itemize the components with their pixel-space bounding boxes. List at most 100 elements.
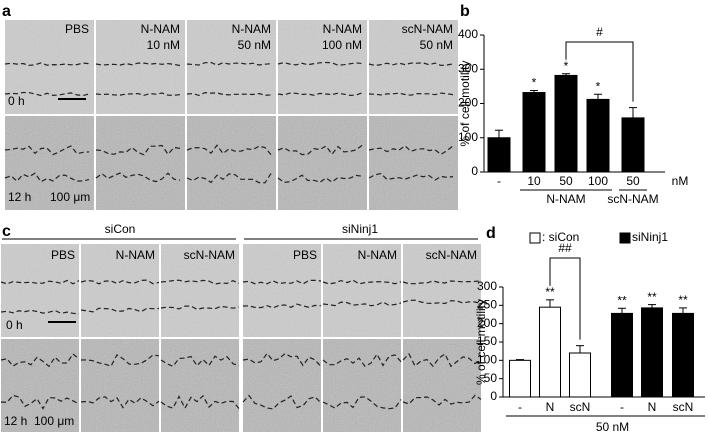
wound-edge (186, 61, 272, 66)
wound-edge (0, 309, 80, 315)
error-bar (546, 299, 554, 308)
y-tick-label: 300 (477, 279, 497, 293)
significance-mark: * (564, 59, 569, 73)
column-label: 50 nM (238, 38, 271, 52)
wound-edge (186, 173, 272, 184)
y-tick-label: 150 (477, 334, 497, 348)
legend-swatch (529, 232, 541, 244)
bracket (549, 257, 581, 340)
wound-edge (95, 172, 181, 183)
column-label: 100 nM (322, 38, 362, 52)
wound-edge (4, 62, 90, 67)
bar (641, 307, 663, 398)
micrograph-texture (243, 339, 321, 432)
wound-edge (95, 144, 181, 156)
panel-label: b (460, 3, 470, 20)
bar (611, 312, 633, 398)
row-label: 12 h (4, 414, 27, 428)
column-label: PBS (51, 248, 75, 262)
error-bar (618, 307, 626, 314)
column-label: scN-NAM (402, 22, 453, 36)
micrograph-texture (243, 244, 321, 337)
scale-label: 100 μm (34, 414, 74, 428)
y-axis-label: % of cell motility (474, 299, 488, 385)
wound-edge (368, 62, 454, 67)
wound-edge (322, 353, 402, 368)
error-bar (594, 93, 602, 100)
column-label: N-NAM (141, 22, 180, 36)
wound-edge (186, 91, 272, 97)
group-label: scN-NAM (607, 192, 658, 206)
micrograph-texture (81, 244, 159, 337)
x-tick-label: - (518, 400, 522, 414)
x-tick-label: N (648, 400, 657, 414)
panel-label: c (2, 223, 11, 240)
wound-edge (322, 301, 402, 307)
column-label: 50 nM (420, 38, 453, 52)
wound-edge (0, 279, 80, 285)
column-label: N-NAM (323, 22, 362, 36)
group-label: 50 nM (596, 420, 629, 434)
wound-edge (4, 91, 90, 97)
significance-mark: ** (647, 290, 657, 304)
column-label: 10 nM (147, 38, 180, 52)
x-unit: nM (672, 174, 689, 188)
micrograph-texture (96, 20, 185, 114)
y-tick-label: 400 (458, 27, 478, 41)
legend-swatch (619, 232, 631, 244)
wound-edge (0, 394, 80, 410)
micrograph-texture (96, 116, 185, 210)
error-bar (516, 359, 524, 361)
x-tick-label: 10 (527, 174, 541, 188)
bar (586, 98, 610, 173)
error-bar (679, 307, 687, 314)
wound-edge (80, 279, 160, 285)
column-label: PBS (293, 248, 317, 262)
panel-label: d (486, 225, 496, 242)
wound-edge (80, 396, 160, 409)
wound-edge (277, 92, 363, 97)
wound-edge (242, 279, 322, 285)
micrograph-texture (369, 116, 458, 210)
wound-edge (322, 396, 402, 410)
wound-edge (186, 144, 272, 156)
wound-edge (368, 145, 454, 156)
y-tick-label: 200 (458, 96, 478, 110)
row-label: 0 h (8, 94, 25, 108)
wound-edge (322, 279, 402, 285)
group-label: N-NAM (546, 192, 585, 206)
micrograph-texture (1, 339, 79, 432)
column-label: scN-NAM (184, 248, 235, 262)
significance-mark: ** (545, 285, 555, 299)
wound-edge (0, 353, 80, 368)
micrograph-texture (81, 339, 159, 432)
micrograph-texture (161, 339, 239, 432)
significance-mark: ** (678, 293, 688, 307)
micrograph-texture (278, 20, 367, 114)
wound-edge (80, 353, 160, 367)
micrograph-texture (369, 20, 458, 114)
significance-mark: ** (617, 293, 627, 307)
significance-mark: * (596, 79, 601, 93)
bar (522, 92, 546, 173)
y-tick-label: 100 (458, 130, 478, 144)
micrograph-texture (278, 116, 367, 210)
panel-label: a (2, 3, 11, 20)
wound-edge (80, 307, 160, 313)
wound-edge (242, 394, 322, 410)
y-tick-label: 0 (471, 164, 478, 178)
y-tick-label: 0 (490, 389, 497, 403)
x-tick-label: 100 (588, 174, 608, 188)
column-label: N-NAM (358, 248, 397, 262)
row-label: 12 h (8, 190, 31, 204)
micrograph-texture (161, 244, 239, 337)
error-bar (562, 73, 570, 76)
wound-edge (242, 352, 322, 367)
bar (621, 117, 645, 173)
y-tick-label: 300 (458, 61, 478, 75)
bar (539, 306, 561, 398)
wound-edge (160, 355, 240, 368)
wound-edge (368, 172, 454, 181)
wound-edge (95, 92, 181, 96)
error-bar (530, 89, 538, 93)
